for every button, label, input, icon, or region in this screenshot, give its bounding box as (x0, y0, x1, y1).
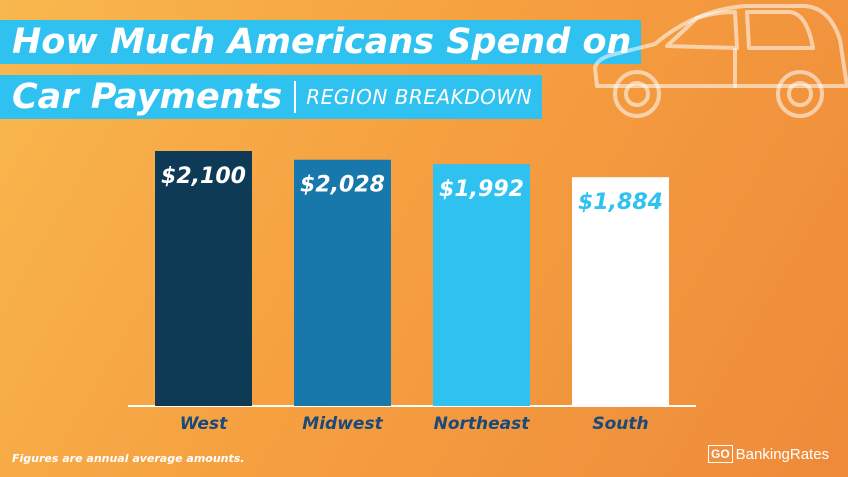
logo-go: GO (708, 445, 733, 463)
footnote: Figures are annual average amounts. (12, 452, 245, 465)
subtitle: REGION BREAKDOWN (306, 85, 533, 109)
category-label-northeast: Northeast (434, 414, 531, 434)
category-label-midwest: Midwest (302, 414, 383, 434)
bar-northeast (433, 164, 530, 406)
category-label-west: West (180, 414, 228, 434)
title-main: Car Payments (12, 77, 283, 117)
bar-midwest (294, 159, 391, 406)
brand-logo: GO BankingRates (708, 445, 829, 463)
category-label-south: South (592, 414, 648, 434)
bar-south (572, 177, 669, 406)
bar-west (155, 151, 252, 406)
value-label-midwest: $2,028 (300, 173, 385, 198)
title-line-1: How Much Americans Spend on (0, 20, 642, 64)
title-line-2: Car Payments REGION BREAKDOWN (0, 75, 543, 119)
car-icon (593, 4, 848, 118)
title-divider (294, 81, 297, 113)
value-label-south: $1,884 (578, 190, 663, 215)
logo-text: BankingRates (735, 445, 830, 463)
value-label-west: $2,100 (161, 164, 246, 189)
value-label-northeast: $1,992 (439, 177, 524, 202)
